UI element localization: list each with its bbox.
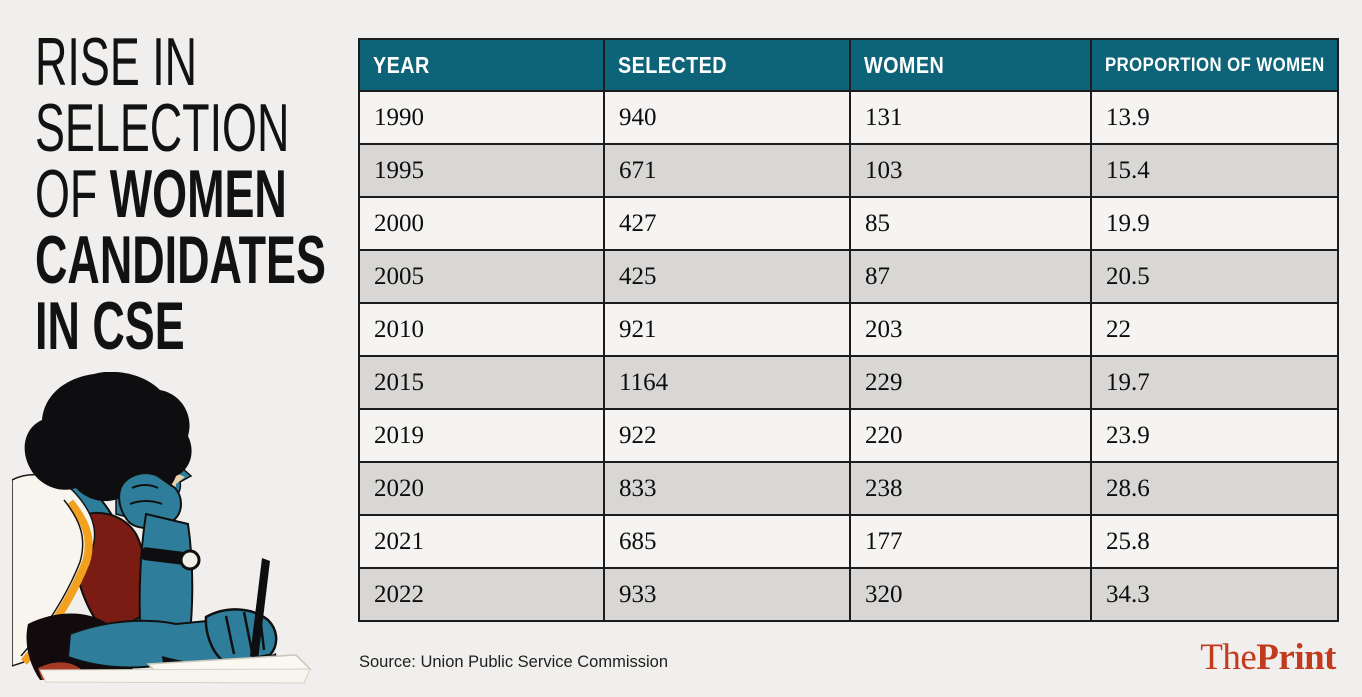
- table-cell: 25.8: [1090, 514, 1339, 569]
- table-cell: 2010: [358, 302, 605, 357]
- table-cell: 85: [849, 196, 1092, 251]
- table-row: 2005 425 87 20.5: [358, 249, 1339, 304]
- fist-shape: [204, 608, 278, 665]
- table-row: 2021 685 177 25.8: [358, 514, 1339, 569]
- table-cell: 940: [603, 90, 851, 145]
- table-row: 2019 922 220 23.9: [358, 408, 1339, 463]
- title-line-4: CANDIDATES: [35, 222, 326, 298]
- title-line-5: IN CSE: [35, 288, 185, 364]
- table-cell: 833: [603, 461, 851, 516]
- table-cell: 2019: [358, 408, 605, 463]
- table-header-row: YEAR SELECTED WOMEN PROPORTION OF WOMEN: [358, 38, 1339, 92]
- table-cell: 203: [849, 302, 1092, 357]
- table-cell: 933: [603, 567, 851, 622]
- table-cell: 425: [603, 249, 851, 304]
- table-cell: 2021: [358, 514, 605, 569]
- table-cell: 2000: [358, 196, 605, 251]
- table-cell: 671: [603, 143, 851, 198]
- column-header-label: SELECTED: [618, 51, 727, 78]
- data-table: YEAR SELECTED WOMEN PROPORTION OF WOMEN …: [358, 38, 1339, 622]
- table-cell: 2022: [358, 567, 605, 622]
- table-row: 2015 1164 229 19.7: [358, 355, 1339, 410]
- table-cell: 427: [603, 196, 851, 251]
- table-cell: 13.9: [1090, 90, 1339, 145]
- title-line-3-bold: WOMEN: [109, 156, 287, 232]
- column-header-year: YEAR: [358, 38, 605, 92]
- title-line-3: OF WOMEN: [35, 160, 326, 228]
- title-line-1: RISE IN: [35, 24, 198, 100]
- table-cell: 220: [849, 408, 1092, 463]
- desk-edge: [39, 668, 311, 684]
- table-cell: 19.7: [1090, 355, 1339, 410]
- pen-icon: [250, 558, 270, 660]
- table-cell: 685: [603, 514, 851, 569]
- table-cell: 1995: [358, 143, 605, 198]
- table-cell: 87: [849, 249, 1092, 304]
- column-header-label: YEAR: [373, 51, 430, 78]
- table-cell: 131: [849, 90, 1092, 145]
- table-cell: 320: [849, 567, 1092, 622]
- table-row: 2022 933 320 34.3: [358, 567, 1339, 622]
- table-cell: 34.3: [1090, 567, 1339, 622]
- table-cell: 15.4: [1090, 143, 1339, 198]
- table-cell: 1164: [603, 355, 851, 410]
- table-cell: 19.9: [1090, 196, 1339, 251]
- column-header-proportion: PROPORTION OF WOMEN: [1090, 38, 1339, 92]
- title-line-2: SELECTION: [35, 90, 290, 166]
- column-header-label: PROPORTION OF WOMEN: [1105, 53, 1325, 76]
- chin-hand-creases: [129, 484, 163, 505]
- hair-shape: [24, 372, 192, 502]
- table-row: 1995 671 103 15.4: [358, 143, 1339, 198]
- hair-wisp: [160, 394, 184, 480]
- theprint-logo-the: The: [1200, 637, 1257, 678]
- table-cell: 23.9: [1090, 408, 1339, 463]
- theprint-logo: ThePrint: [1200, 636, 1336, 679]
- title-line-3-light: OF: [35, 156, 98, 232]
- table-cell: 2005: [358, 249, 605, 304]
- wristwatch-dial: [179, 549, 201, 571]
- table-row: 2010 921 203 22: [358, 302, 1339, 357]
- table-cell: 922: [603, 408, 851, 463]
- table-cell: 2015: [358, 355, 605, 410]
- table-cell: 20.5: [1090, 249, 1339, 304]
- table-cell: 177: [849, 514, 1092, 569]
- table-cell: 103: [849, 143, 1092, 198]
- table-row: 2000 427 85 19.9: [358, 196, 1339, 251]
- table-row: 1990 940 131 13.9: [358, 90, 1339, 145]
- table-cell: 229: [849, 355, 1092, 410]
- table-cell: 22: [1090, 302, 1339, 357]
- table-cell: 238: [849, 461, 1092, 516]
- woman-writing-illustration: [12, 372, 312, 684]
- theprint-logo-print: Print: [1256, 637, 1336, 678]
- page-title: RISE IN SELECTION OF WOMEN CANDIDATES IN…: [35, 24, 476, 364]
- table-cell: 921: [603, 302, 851, 357]
- table-cell: 28.6: [1090, 461, 1339, 516]
- column-header-label: WOMEN: [864, 51, 945, 78]
- column-header-women: WOMEN: [849, 38, 1092, 92]
- column-header-selected: SELECTED: [603, 38, 851, 92]
- table-cell: 2020: [358, 461, 605, 516]
- table-cell: 1990: [358, 90, 605, 145]
- table-row: 2020 833 238 28.6: [358, 461, 1339, 516]
- source-text: Source: Union Public Service Commission: [359, 653, 669, 671]
